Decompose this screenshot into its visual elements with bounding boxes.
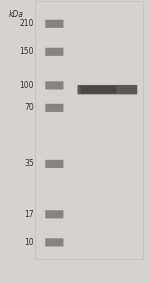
FancyBboxPatch shape (45, 210, 63, 218)
FancyBboxPatch shape (45, 48, 63, 56)
Text: 35: 35 (24, 159, 34, 168)
FancyBboxPatch shape (45, 160, 63, 168)
Text: 100: 100 (19, 81, 34, 90)
FancyBboxPatch shape (45, 104, 63, 112)
Text: 210: 210 (19, 19, 34, 28)
Text: kDa: kDa (9, 10, 24, 19)
FancyBboxPatch shape (45, 20, 63, 28)
Text: 10: 10 (24, 238, 34, 247)
Text: 150: 150 (19, 47, 34, 56)
Text: 70: 70 (24, 103, 34, 112)
FancyBboxPatch shape (45, 238, 63, 246)
FancyBboxPatch shape (81, 86, 116, 93)
FancyBboxPatch shape (45, 82, 63, 89)
Text: 17: 17 (24, 210, 34, 219)
FancyBboxPatch shape (78, 85, 137, 94)
